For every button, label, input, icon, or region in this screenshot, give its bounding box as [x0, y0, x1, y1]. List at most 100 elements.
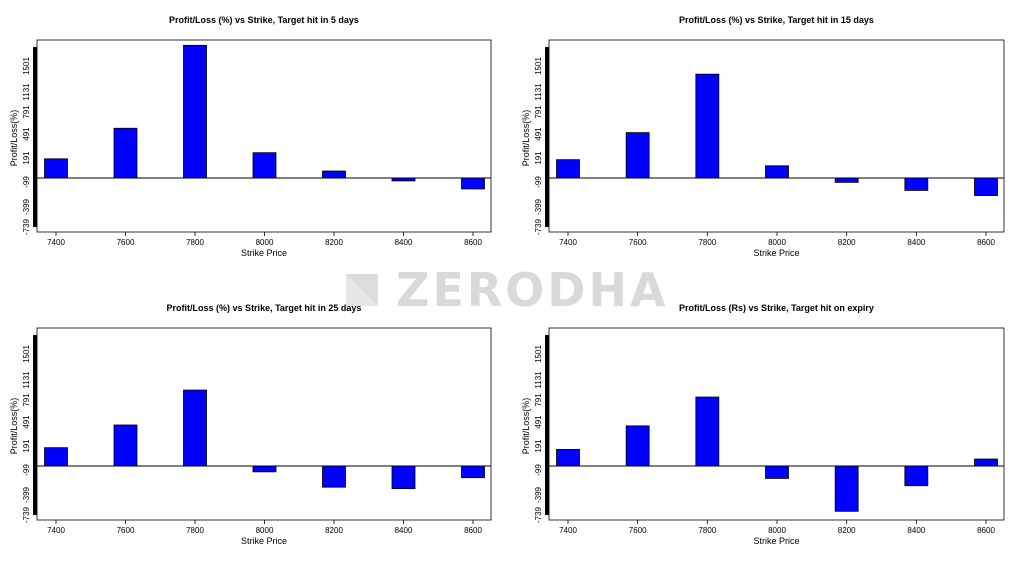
bar	[556, 449, 580, 467]
chart-title: Profit/Loss (%) vs Strike, Target hit in…	[167, 303, 362, 313]
x-tick-label: 7600	[629, 526, 647, 535]
x-tick-label: 8000	[768, 526, 786, 535]
x-tick-label: 7600	[629, 238, 647, 247]
x-axis-label: Strike Price	[241, 248, 287, 258]
bar	[461, 177, 485, 190]
y-tick-label: 791	[534, 393, 543, 407]
bar	[765, 165, 789, 179]
x-tick-label: 8600	[464, 526, 482, 535]
y-tick-label: -99	[534, 464, 543, 476]
y-tick-label: 491	[22, 127, 31, 141]
y-tick-label: -739	[534, 506, 543, 523]
bar	[695, 73, 720, 179]
bar	[556, 159, 580, 179]
bar	[834, 177, 859, 183]
y-tick-label: 191	[534, 151, 543, 165]
bar	[765, 465, 789, 479]
x-tick-label: 8600	[977, 238, 995, 247]
x-axis-label: Strike Price	[753, 248, 799, 258]
y-tick-label: 1501	[534, 57, 543, 75]
y-tick-label: -399	[22, 486, 31, 503]
x-tick-label: 8000	[256, 238, 274, 247]
bar	[625, 132, 650, 179]
plot-frame	[548, 327, 1005, 521]
chart-title: Profit/Loss (Rs) vs Strike, Target hit o…	[679, 303, 874, 313]
bar	[183, 389, 207, 467]
bar	[322, 465, 346, 488]
y-tick-label: 491	[534, 127, 543, 141]
chart-panel-1: Profit/Loss (%) vs Strike, Target hit in…	[9, 15, 492, 258]
x-tick-label: 8200	[325, 238, 343, 247]
x-tick-label: 8600	[977, 526, 995, 535]
y-tick-label: -739	[534, 218, 543, 235]
y-tick-label: 191	[22, 439, 31, 453]
y-tick-label: -739	[22, 218, 31, 235]
y-tick-label: 791	[22, 393, 31, 407]
y-axis-label: Profit/Loss(%)	[521, 398, 531, 455]
bar	[44, 158, 68, 179]
y-tick-label: 491	[534, 415, 543, 429]
chart-panel-4: Profit/Loss (Rs) vs Strike, Target hit o…	[521, 303, 1005, 546]
x-tick-label: 7400	[47, 526, 65, 535]
x-tick-label: 8600	[464, 238, 482, 247]
bar	[252, 152, 277, 179]
y-tick-label: -99	[22, 176, 31, 188]
y-tick-label: 191	[534, 439, 543, 453]
x-tick-label: 8400	[395, 526, 413, 535]
y-axis-label: Profit/Loss(%)	[9, 398, 19, 455]
bar	[391, 465, 416, 490]
y-tick-label: 1501	[534, 345, 543, 363]
bar	[974, 177, 998, 196]
y-tick-label: 1501	[22, 345, 31, 363]
x-tick-label: 8400	[395, 238, 413, 247]
bar	[904, 177, 929, 191]
bar	[461, 465, 485, 479]
x-tick-label: 8200	[325, 526, 343, 535]
x-tick-label: 7400	[559, 526, 577, 535]
x-tick-label: 7600	[117, 238, 135, 247]
x-tick-label: 7800	[698, 526, 716, 535]
bar	[625, 425, 650, 467]
y-tick-label: 791	[534, 105, 543, 119]
chart-title: Profit/Loss (%) vs Strike, Target hit in…	[679, 15, 874, 25]
bar	[252, 465, 277, 473]
y-tick-label: 1501	[22, 57, 31, 75]
bar	[834, 465, 859, 512]
y-tick-label: -399	[534, 486, 543, 503]
y-tick-label: 1131	[22, 83, 31, 101]
plot-frame	[36, 327, 492, 521]
x-tick-label: 8200	[838, 526, 856, 535]
bar	[391, 177, 416, 182]
bar	[322, 170, 346, 179]
y-axis-label: Profit/Loss(%)	[9, 110, 19, 167]
bar	[113, 424, 138, 467]
x-tick-label: 8400	[907, 238, 925, 247]
x-tick-label: 8400	[907, 526, 925, 535]
x-tick-label: 8200	[838, 238, 856, 247]
chart-panel-2: Profit/Loss (%) vs Strike, Target hit in…	[521, 15, 1005, 258]
y-tick-label: 1131	[22, 371, 31, 389]
chart-panel-3: Profit/Loss (%) vs Strike, Target hit in…	[9, 303, 492, 546]
x-axis-label: Strike Price	[241, 536, 287, 546]
y-tick-label: 191	[22, 151, 31, 165]
y-tick-label: -399	[22, 198, 31, 215]
bar	[113, 127, 138, 179]
bar	[44, 447, 68, 467]
y-tick-label: 491	[22, 415, 31, 429]
y-tick-label: 1131	[534, 371, 543, 389]
bar	[183, 44, 207, 179]
y-tick-label: 791	[22, 105, 31, 119]
plot-frame	[36, 39, 492, 233]
x-tick-label: 7600	[117, 526, 135, 535]
y-tick-label: 1131	[534, 83, 543, 101]
chart-title: Profit/Loss (%) vs Strike, Target hit in…	[169, 15, 359, 25]
x-tick-label: 7400	[559, 238, 577, 247]
x-axis-label: Strike Price	[753, 536, 799, 546]
x-tick-label: 7800	[698, 238, 716, 247]
plot-frame	[548, 39, 1005, 233]
y-axis-label: Profit/Loss(%)	[521, 110, 531, 167]
x-tick-label: 7800	[186, 238, 204, 247]
y-tick-label: -99	[22, 464, 31, 476]
bar	[695, 396, 720, 467]
x-tick-label: 7800	[186, 526, 204, 535]
